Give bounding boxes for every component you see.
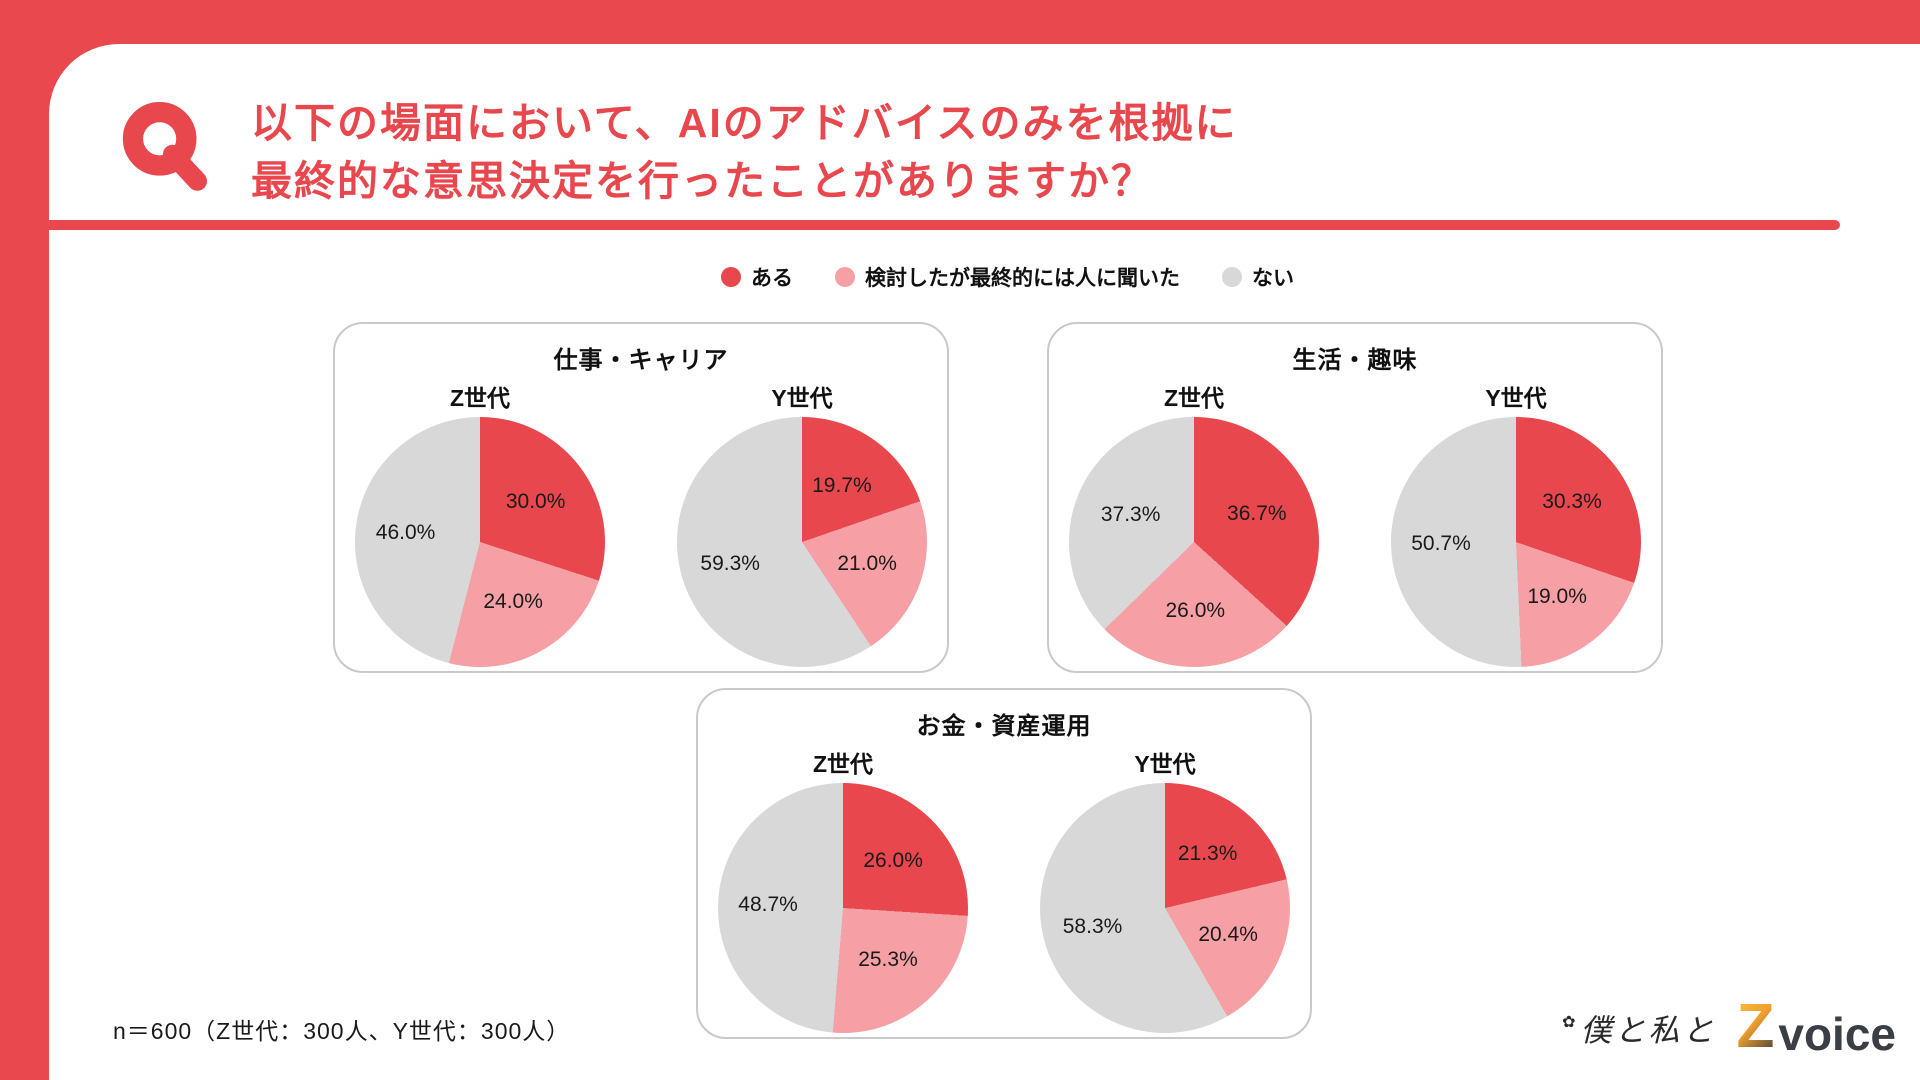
bokutowatashito-wordmark: 僕と私と [1580,1013,1717,1048]
slice-value-label: 30.0% [505,489,566,513]
title-divider [49,220,1840,230]
panel-title: お金・資産運用 [916,713,1092,740]
pie-block: Y世代 21.3% 20.4% 58.3% [1040,745,1290,1033]
pie-chart: 21.3% 20.4% 58.3% [1040,783,1290,1033]
generation-label: Z世代 [812,751,874,777]
bokutowatashito-logo: ✿僕と私と [1562,1005,1716,1058]
slice-value-label: 21.3% [1177,842,1238,866]
z-mark-icon: Z [1736,992,1775,1061]
legend-color-dot [1222,267,1242,287]
q-logo-icon [121,102,213,194]
voice-wordmark: voice [1778,1007,1896,1060]
pie-block: Y世代 19.7% 21.0% 59.3% [677,379,927,667]
pie-chart: 26.0% 25.3% 48.7% [718,783,968,1033]
legend-color-dot [721,267,741,287]
slice-value-label: 37.3% [1100,503,1161,527]
pies-row: Z世代 30.0% 24.0% 46.0% Y世代 19.7% 21.0% 59.3% [335,379,947,667]
pie-block: Z世代 30.0% 24.0% 46.0% [355,379,605,667]
page-title-line2: 最終的な意思決定を行ったことがありますか？ [251,158,1154,205]
panel-title: 生活・趣味 [1292,347,1418,374]
pie-chart: 30.0% 24.0% 46.0% [355,417,605,667]
slice-value-label: 19.7% [812,474,872,497]
pie-block: Y世代 30.3% 19.0% 50.7% [1391,379,1641,667]
generation-label: Y世代 [771,385,833,411]
pie-chart: 30.3% 19.0% 50.7% [1391,417,1641,667]
flower-doodle-icon: ✿ [1562,1014,1579,1031]
slice-value-label: 59.3% [700,551,760,575]
slice-value-label: 48.7% [738,892,798,916]
legend-label: ある [751,267,793,290]
slice-value-label: 50.7% [1411,531,1471,555]
slice-value-label: 24.0% [483,590,543,614]
page-title-line1: 以下の場面において、AIのアドバイスのみを根拠に [251,100,1238,146]
pie-chart: 36.7% 26.0% 37.3% [1069,417,1319,667]
legend-label: ない [1252,267,1294,290]
slice-value-label: 25.3% [858,947,918,971]
slice-value-label: 19.0% [1527,585,1587,609]
legend-color-dot [835,267,855,287]
page-title: 以下の場面において、AIのアドバイスのみを根拠に 最終的な意思決定を行ったことが… [251,94,1238,210]
panel-title: 仕事・キャリア [553,347,729,374]
legend-label: 検討したが最終的には人に聞いた [865,267,1180,290]
slice-value-label: 20.4% [1198,923,1258,947]
pies-row: Z世代 26.0% 25.3% 48.7% Y世代 21.3% 20.4% 58.3% [698,745,1310,1033]
z-voice-logo: Z voice [1736,992,1896,1061]
generation-label: Z世代 [449,385,511,411]
content-card: 以下の場面において、AIのアドバイスのみを根拠に 最終的な意思決定を行ったことが… [49,44,1920,1080]
slice-value-label: 21.0% [837,552,897,576]
slice-value-label: 26.0% [863,848,923,872]
pie-block: Z世代 26.0% 25.3% 48.7% [718,745,968,1033]
generation-label: Y世代 [1134,751,1196,777]
slice-value-label: 36.7% [1227,502,1287,526]
legend-item: ある [721,262,793,292]
generation-label: Y世代 [1485,385,1547,411]
generation-label: Z世代 [1163,385,1225,411]
pie-block: Z世代 36.7% 26.0% 37.3% [1069,379,1319,667]
legend-item: 検討したが最終的には人に聞いた [835,262,1180,292]
legend-item: ない [1222,262,1294,292]
legend: ある 検討したが最終的には人に聞いた ない [721,262,1294,292]
panel-work-career: 仕事・キャリア Z世代 30.0% 24.0% 46.0% Y世代 19.7% 21.0% 59… [333,322,949,673]
slice-value-label: 26.0% [1165,598,1226,622]
panel-money-assets: お金・資産運用 Z世代 26.0% 25.3% 48.7% Y世代 21.3% 20.4% 58… [696,688,1312,1039]
slice-value-label: 58.3% [1062,915,1123,939]
logo-area: ✿僕と私と Z voice [1562,992,1896,1061]
slice-value-label: 30.3% [1542,490,1602,514]
panel-life-hobby: 生活・趣味 Z世代 36.7% 26.0% 37.3% Y世代 30.3% 19.0% 50.7… [1047,322,1663,673]
pies-row: Z世代 36.7% 26.0% 37.3% Y世代 30.3% 19.0% 50.7% [1049,379,1661,667]
slice-value-label: 46.0% [375,520,436,544]
pie-chart: 19.7% 21.0% 59.3% [677,417,927,667]
sample-size-note: n＝600（Z世代：300人、Y世代：300人） [113,1018,571,1044]
